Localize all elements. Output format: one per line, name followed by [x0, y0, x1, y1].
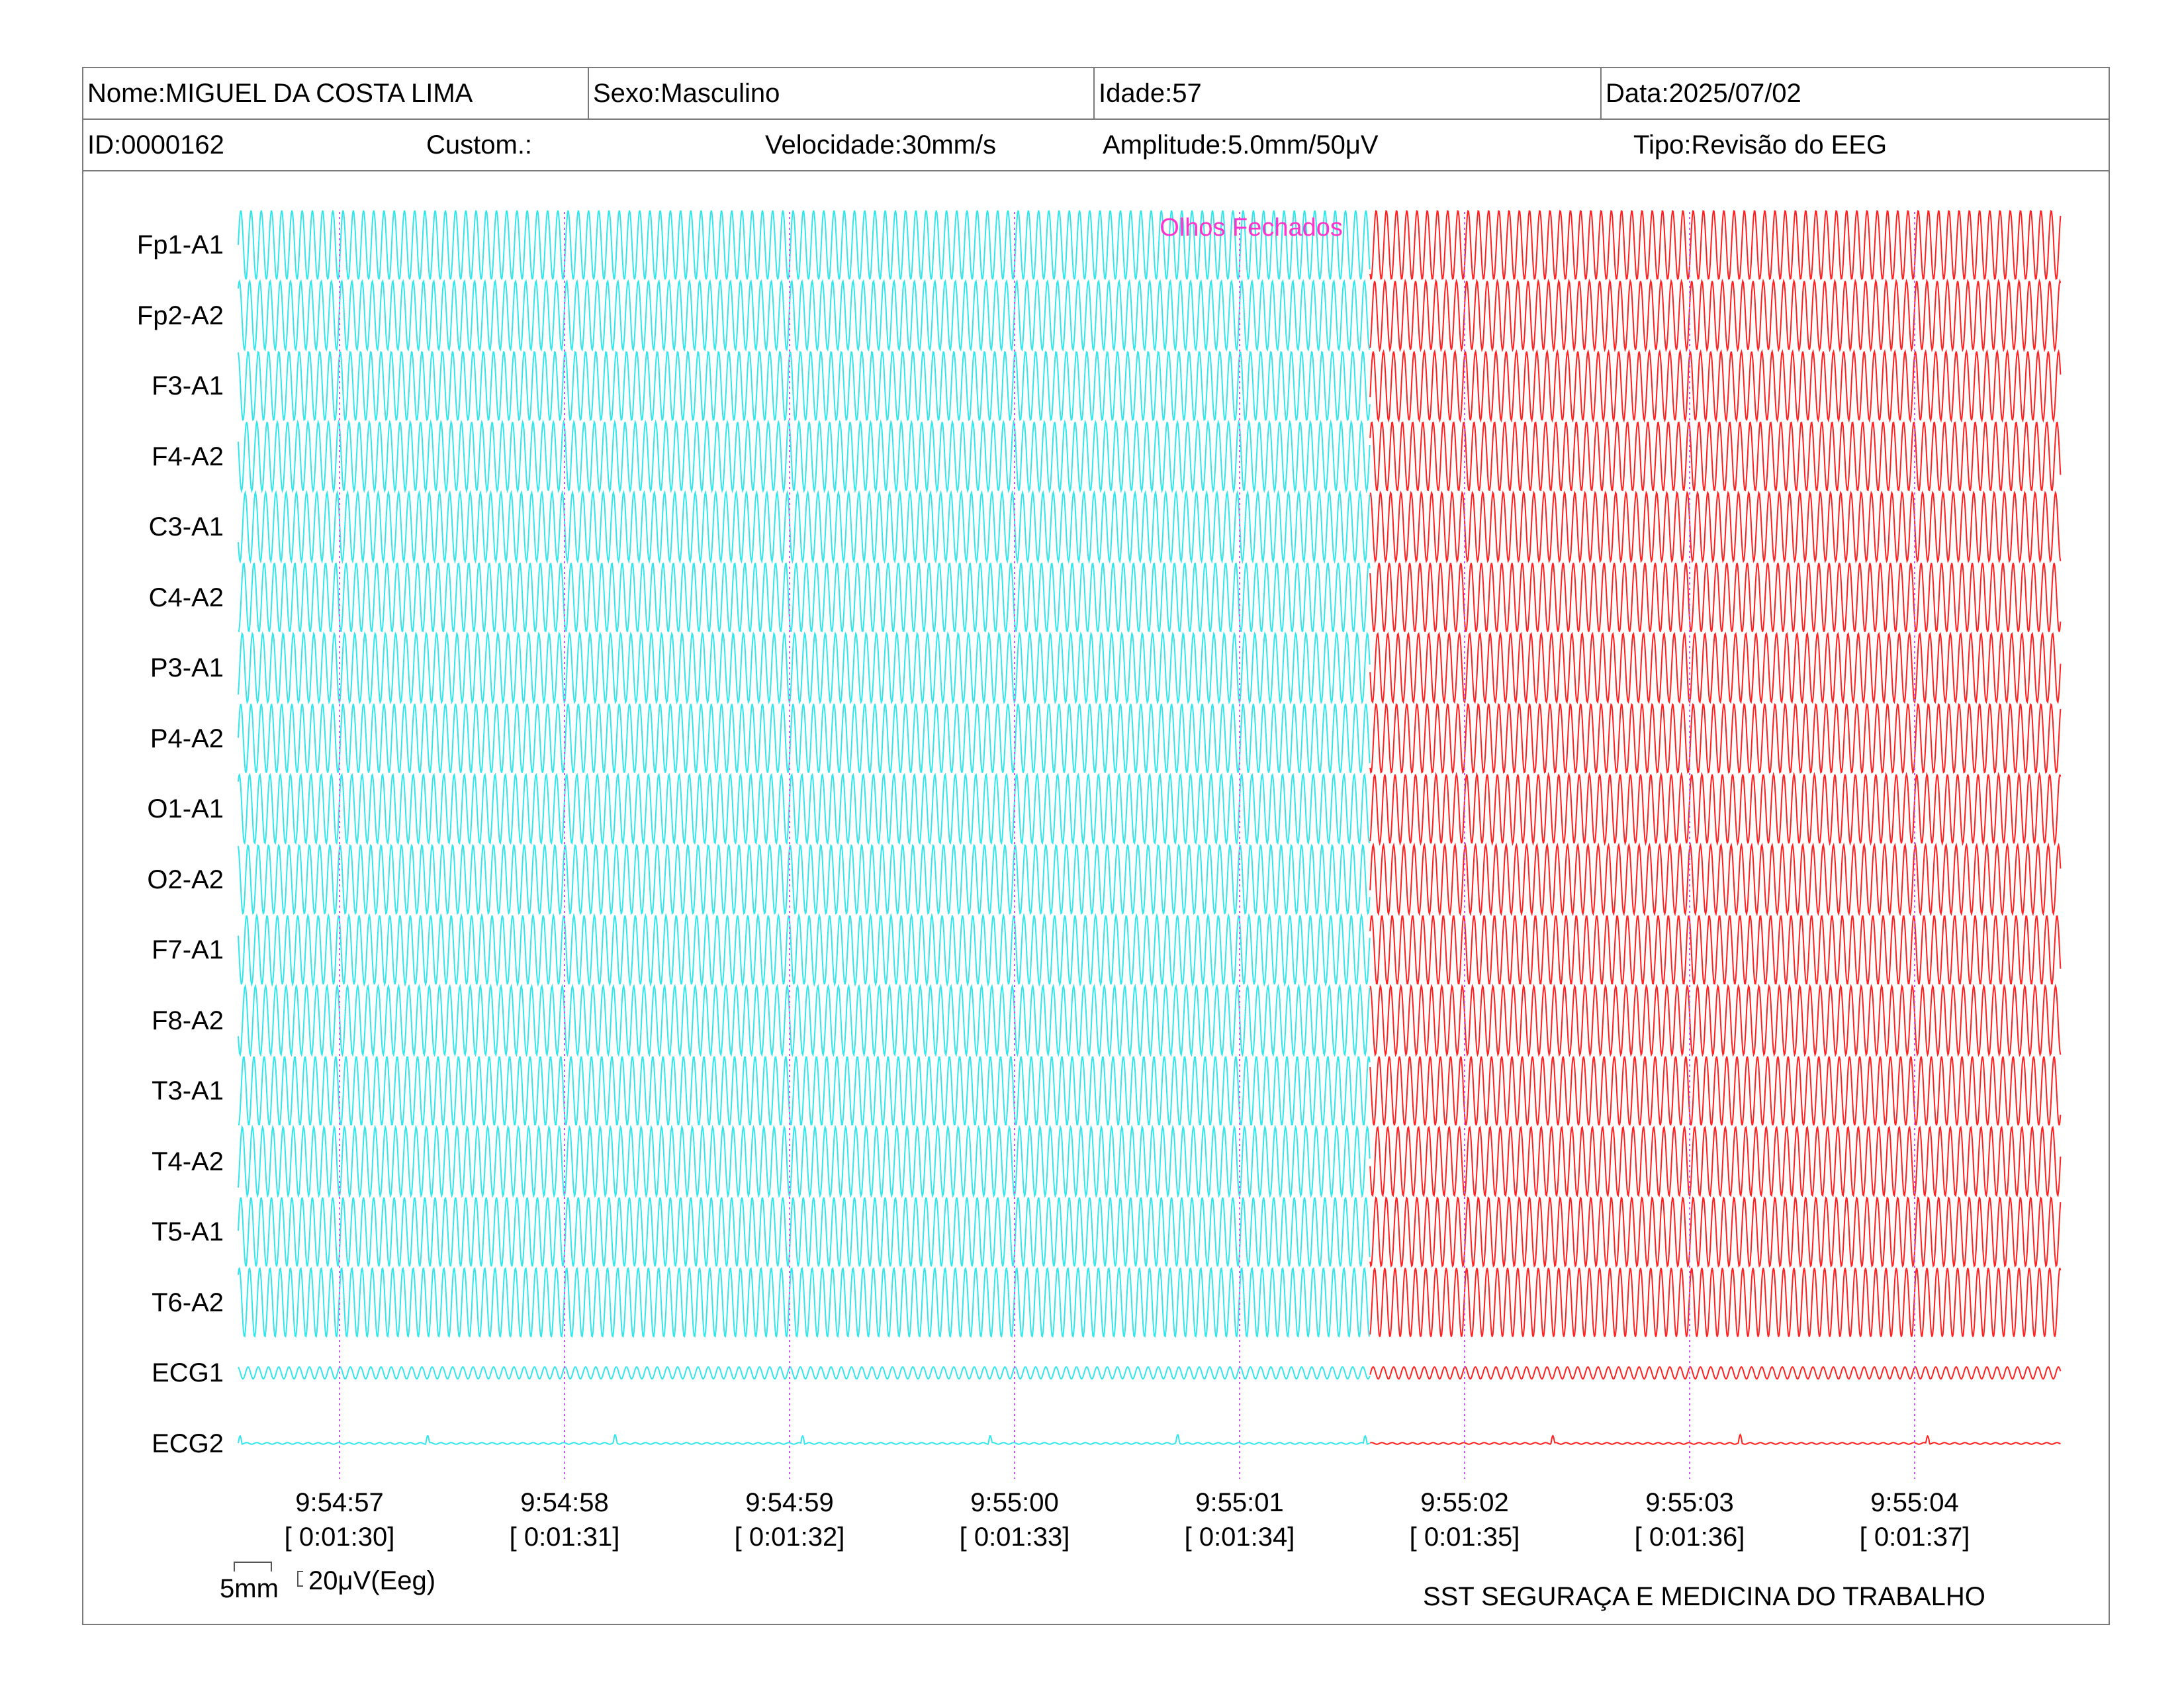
patient-sex: Sexo:Masculino: [588, 68, 1093, 118]
channel-label-t3-a1: T3-A1: [152, 1076, 224, 1105]
channel-label-o1-a1: O1-A1: [147, 794, 224, 823]
channel-labels: Fp1-A1 Fp2-A2 F3-A1 F4-A2 C3-A1 C4-A2 P3-A1 P4-…: [79, 0, 224, 1688]
channel-label-fp2-a2: Fp2-A2: [136, 301, 224, 330]
trace-fp1-a1-before: [238, 210, 1371, 280]
channel-label-f7-a1: F7-A1: [152, 935, 224, 964]
trace-o2-a2-after: [1369, 842, 2062, 917]
time-tick-clock: 9:54:58: [520, 1488, 609, 1517]
trace-ecg1-before: [238, 1366, 1371, 1380]
trace-f4-a2-after: [1369, 421, 2062, 492]
time-tick-clock: 9:54:59: [745, 1488, 834, 1517]
time-tick-elapsed: [ 0:01:31]: [509, 1523, 620, 1552]
channel-label-p4-a2: P4-A2: [150, 724, 224, 753]
time-tick-clock: 9:55:03: [1645, 1488, 1734, 1517]
scale-bar-icon: [234, 1562, 303, 1587]
paper-speed: Velocidade:30mm/s: [765, 130, 997, 160]
trace-t4-a2-before: [238, 1125, 1371, 1198]
time-tick-elapsed: [ 0:01:32]: [734, 1523, 845, 1552]
trace-t3-a1-before: [238, 1056, 1371, 1125]
organization-footer: SST SEGURAÇA E MEDICINA DO TRABALHO: [1423, 1582, 1985, 1611]
trace-c3-a1-after: [1369, 491, 2062, 563]
time-tick-clock: 9:55:01: [1195, 1488, 1284, 1517]
trace-c3-a1-before: [238, 490, 1371, 564]
time-tick-elapsed: [ 0:01:30]: [284, 1523, 395, 1552]
channel-label-t5-a1: T5-A1: [152, 1217, 224, 1246]
channel-label-t6-a2: T6-A2: [152, 1288, 224, 1317]
time-tick-clock: 9:54:57: [295, 1488, 384, 1517]
patient-id: ID:0000162: [87, 130, 224, 160]
trace-p3-a1-after: [1369, 632, 2062, 704]
trace-o1-a1-before: [238, 773, 1371, 845]
channel-label-ecg1: ECG1: [152, 1358, 224, 1387]
exam-date: Data:2025/07/02: [1600, 68, 2110, 118]
custom-field: Custom.:: [426, 130, 533, 160]
channel-label-ecg2: ECG2: [152, 1429, 224, 1458]
trace-f8-a2-after: [1369, 984, 2062, 1057]
trace-t5-a1-after: [1369, 1196, 2062, 1268]
trace-o1-a1-after: [1369, 772, 2062, 846]
time-tick-elapsed: [ 0:01:33]: [959, 1523, 1070, 1552]
scale-amplitude-label: 20μV(Eeg): [308, 1566, 436, 1595]
channel-label-f3-a1: F3-A1: [152, 371, 224, 400]
exam-type: Tipo:Revisão do EEG: [1633, 130, 1888, 160]
trace-c4-a2-after: [1369, 563, 2062, 632]
channel-label-f8-a2: F8-A2: [152, 1006, 224, 1035]
channel-label-c3-a1: C3-A1: [148, 512, 224, 541]
channel-label-o2-a2: O2-A2: [147, 865, 224, 894]
time-tick-elapsed: [ 0:01:36]: [1634, 1523, 1745, 1552]
trace-t4-a2-after: [1369, 1125, 2062, 1197]
trace-f4-a2-before: [238, 419, 1371, 494]
trace-p3-a1-before: [238, 631, 1371, 705]
header-row-exam: ID:0000162 Custom.: Velocidade:30mm/s Am…: [83, 120, 2109, 171]
channel-label-t4-a2: T4-A2: [152, 1147, 224, 1176]
time-tick-elapsed: [ 0:01:37]: [1859, 1523, 1970, 1552]
channel-label-fp1-a1: Fp1-A1: [136, 230, 224, 259]
amplitude-setting: Amplitude:5.0mm/50μV: [1103, 130, 1379, 160]
trace-p4-a2-after: [1369, 702, 2062, 774]
scale-length-label: 5mm: [220, 1574, 279, 1603]
trace-p4-a2-before: [238, 704, 1371, 773]
time-tick-clock: 9:55:02: [1420, 1488, 1509, 1517]
patient-age: Idade:57: [1093, 68, 1600, 118]
time-tick-clock: 9:55:00: [970, 1488, 1059, 1517]
trace-ecg1-after: [1369, 1366, 2062, 1380]
trace-f8-a2-before: [238, 984, 1371, 1057]
trace-ecg2-before: [238, 1434, 1371, 1445]
trace-f7-a1-after: [1369, 915, 2062, 985]
channel-label-p3-a1: P3-A1: [150, 653, 224, 682]
eeg-report-frame: Nome:MIGUEL DA COSTA LIMA Sexo:Masculino…: [82, 67, 2110, 1625]
channel-label-c4-a2: C4-A2: [148, 583, 224, 612]
trace-f3-a1-after: [1369, 349, 2062, 423]
trace-ecg2-after: [1369, 1433, 2061, 1445]
trace-fp2-a2-after: [1369, 278, 2062, 353]
time-tick-elapsed: [ 0:01:34]: [1184, 1523, 1295, 1552]
trace-fp2-a2-before: [238, 279, 1371, 352]
trace-f3-a1-before: [238, 350, 1371, 422]
trace-o2-a2-before: [238, 843, 1371, 915]
time-tick-elapsed: [ 0:01:35]: [1409, 1523, 1520, 1552]
eyes-closed-annotation: Olhos Fechados: [1160, 214, 1343, 242]
time-tick-clock: 9:55:04: [1870, 1488, 1959, 1517]
trace-t6-a2-before: [238, 1266, 1371, 1338]
trace-t6-a2-after: [1369, 1268, 2062, 1337]
patient-name: Nome:MIGUEL DA COSTA LIMA: [87, 79, 473, 108]
trace-t5-a1-before: [238, 1197, 1371, 1267]
trace-fp1-a1-after: [1369, 210, 2062, 280]
trace-t3-a1-after: [1369, 1056, 2062, 1126]
trace-f7-a1-before: [238, 913, 1371, 987]
header-row-patient: Nome:MIGUEL DA COSTA LIMA Sexo:Masculino…: [83, 68, 2109, 120]
trace-c4-a2-before: [238, 562, 1371, 633]
channel-label-f4-a2: F4-A2: [152, 442, 224, 471]
